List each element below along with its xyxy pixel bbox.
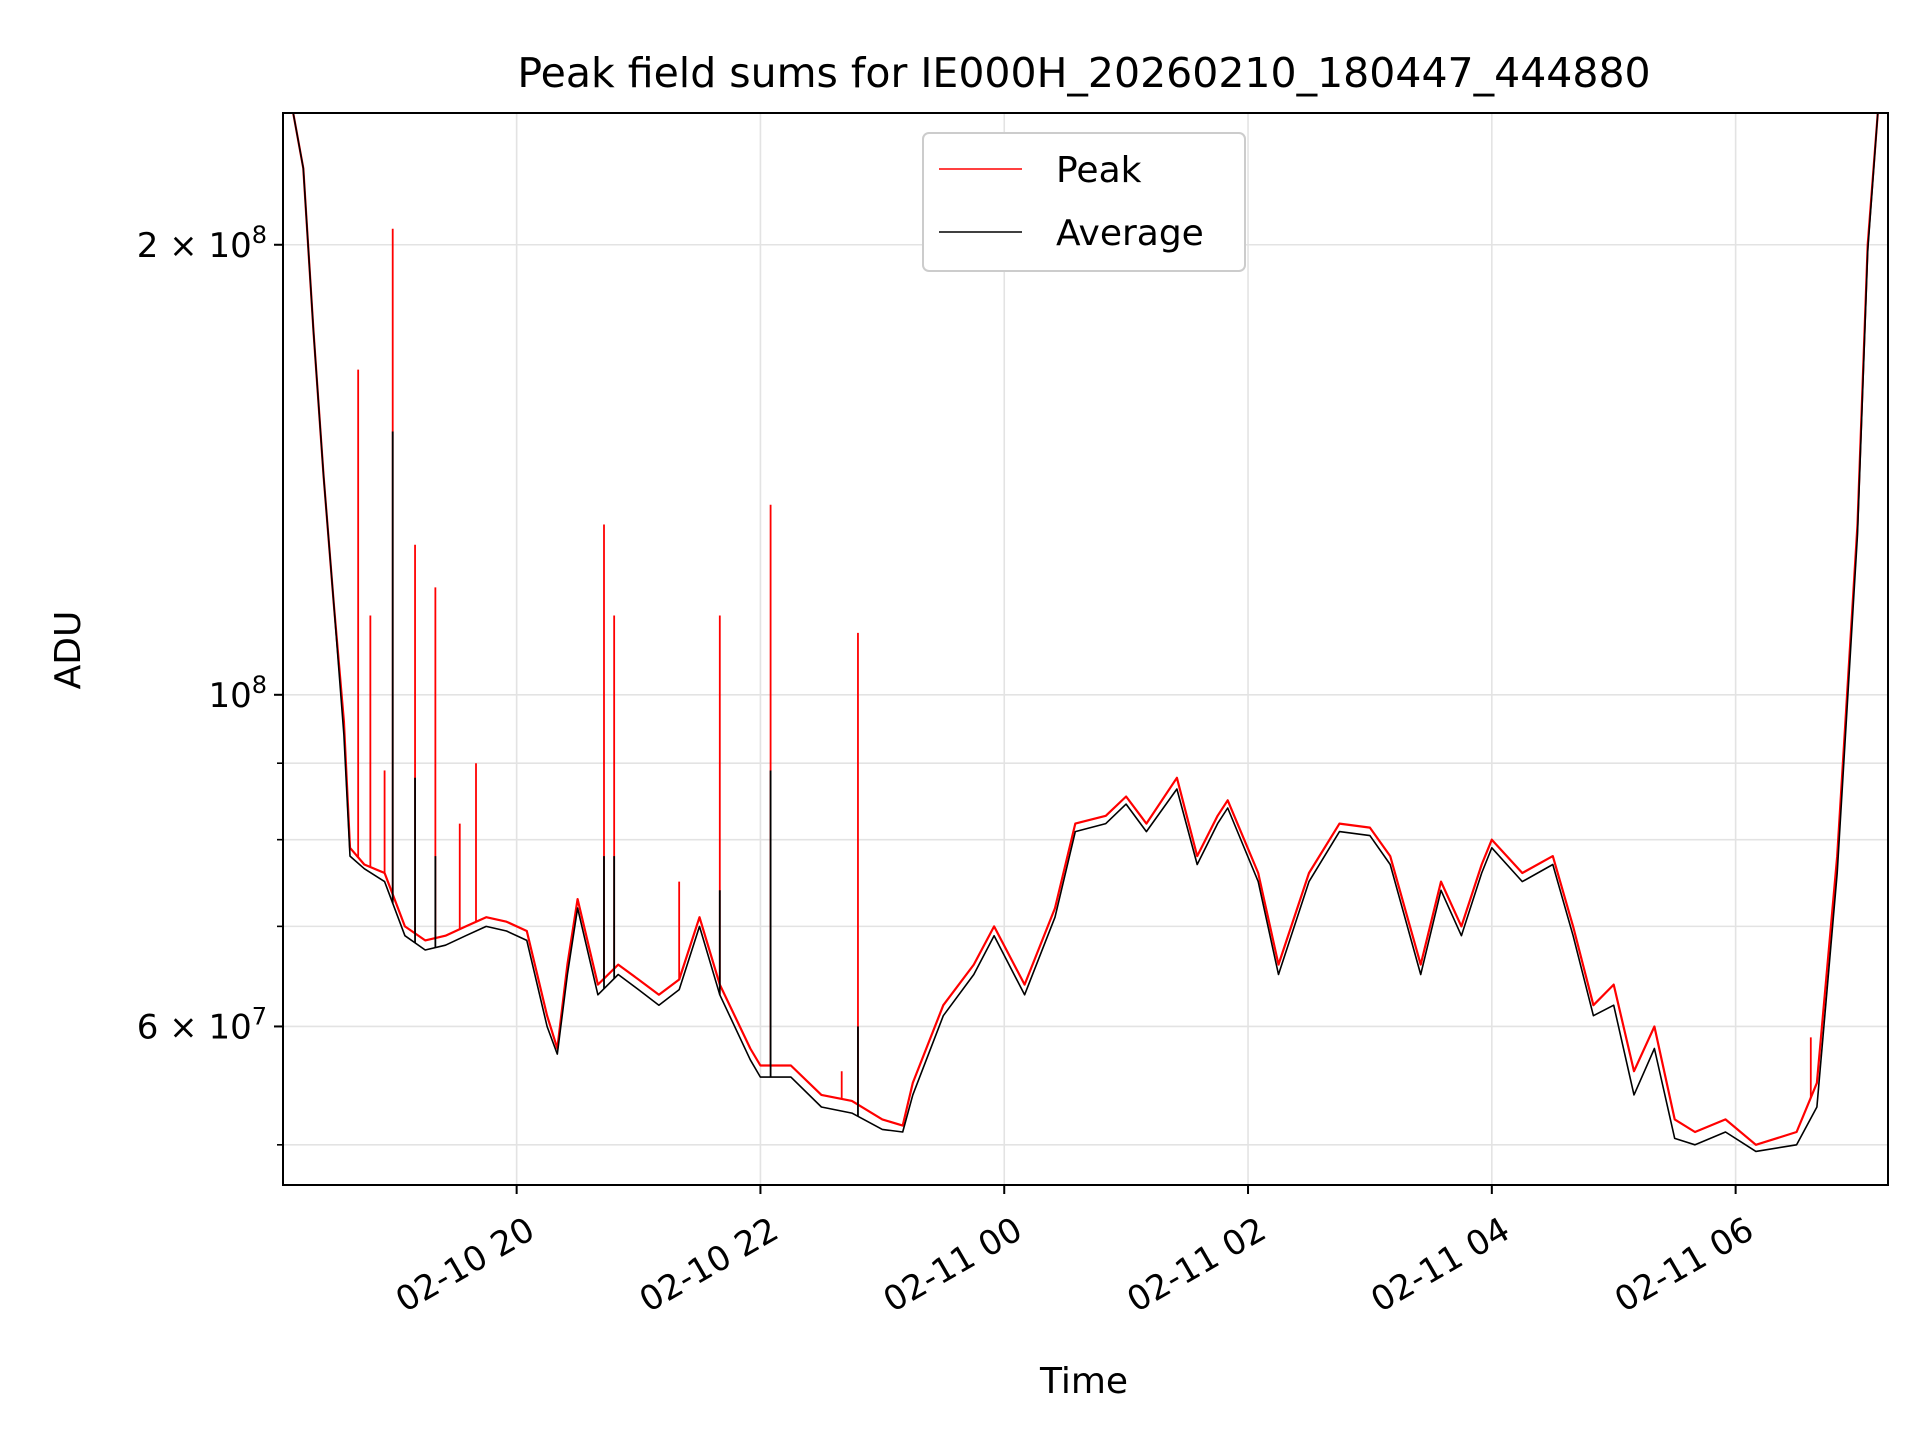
plot-frame <box>282 112 1889 1186</box>
series-line-average <box>292 113 1879 1153</box>
legend-box <box>922 132 1246 272</box>
x-axis-label: Time <box>1039 1361 1128 1402</box>
y-tick-label: 2 × 108 <box>137 221 267 266</box>
y-tick-label: 6 × 107 <box>137 1002 267 1047</box>
legend-label-average: Average <box>1056 213 1204 254</box>
legend: Peak Average <box>922 132 1246 272</box>
y-tick-label: 108 <box>208 671 267 716</box>
y-axis-label: ADU <box>48 611 89 690</box>
series-line-peak <box>292 113 1879 1146</box>
legend-label-peak: Peak <box>1056 150 1142 191</box>
chart-title: Peak field sums for IE000H_20260210_1804… <box>517 49 1650 97</box>
